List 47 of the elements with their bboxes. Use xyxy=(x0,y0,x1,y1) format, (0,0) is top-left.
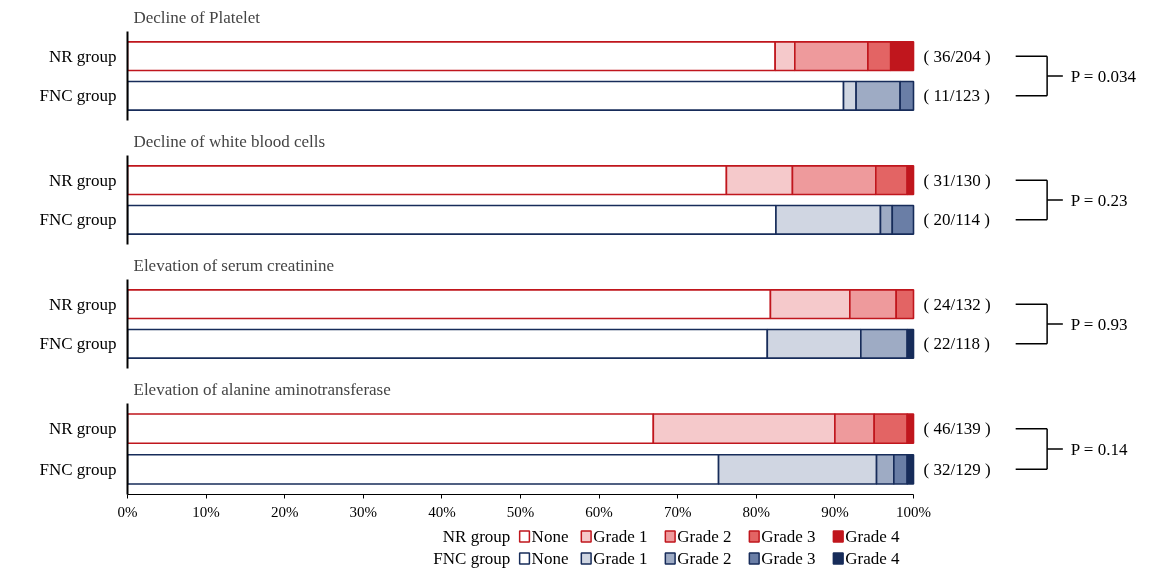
x-tick-label: 30% xyxy=(349,503,378,520)
legend-label: None xyxy=(531,527,569,546)
text: ( 11/123 ) xyxy=(923,86,990,106)
y-tick-label: NR group xyxy=(48,170,117,190)
legend-label: Grade 4 xyxy=(845,549,901,568)
legend-label: Grade 2 xyxy=(677,527,732,546)
text: P = 0.034 xyxy=(1070,66,1137,86)
y-tick-label: FNC group xyxy=(39,459,117,479)
x-tick-label: 20% xyxy=(270,503,299,520)
legend-label: Grade 3 xyxy=(761,549,816,568)
chart-title: Decline of white blood cells xyxy=(133,131,326,151)
chart-title: Elevation of serum creatinine xyxy=(133,255,335,275)
x-tick-label: 60% xyxy=(585,503,613,520)
text: ( 36/204 ) xyxy=(923,46,991,66)
category-label: NR group xyxy=(442,527,511,546)
text: ( 22/118 ) xyxy=(923,334,990,354)
legend-label: Grade 1 xyxy=(593,527,648,546)
y-tick-label: NR group xyxy=(48,46,117,66)
x-tick-label: 10% xyxy=(192,503,220,520)
text: P = 0.23 xyxy=(1070,190,1128,210)
legend-label: Grade 4 xyxy=(845,527,901,546)
chart-title: Elevation of alanine aminotransferase xyxy=(133,379,391,399)
y-tick-label: FNC group xyxy=(39,86,117,106)
category-label: FNC group xyxy=(433,549,511,568)
legend-label: None xyxy=(531,549,569,568)
text: ( 24/132 ) xyxy=(923,294,991,314)
text: ( 20/114 ) xyxy=(923,210,990,230)
legend-label: Grade 1 xyxy=(593,549,648,568)
legend-label: Grade 2 xyxy=(677,549,732,568)
x-tick-label: 70% xyxy=(663,503,692,520)
text: P = 0.14 xyxy=(1070,439,1128,459)
legend-label: Grade 3 xyxy=(761,527,816,546)
x-tick-label: 50% xyxy=(506,503,535,520)
text: P = 0.93 xyxy=(1070,314,1128,334)
x-tick-label: 40% xyxy=(428,503,456,520)
text: ( 32/129 ) xyxy=(923,459,991,479)
y-tick-label: NR group xyxy=(48,294,117,314)
chart-title: Decline of Platelet xyxy=(133,7,261,27)
y-tick-label: FNC group xyxy=(39,210,117,230)
text: ( 46/139 ) xyxy=(923,419,991,439)
x-tick-label: 100% xyxy=(896,503,931,520)
y-tick-label: NR group xyxy=(48,419,117,439)
x-tick-label: 90% xyxy=(821,503,849,520)
y-tick-label: FNC group xyxy=(39,334,117,354)
x-tick-label: 0% xyxy=(117,503,138,520)
text: ( 31/130 ) xyxy=(923,170,991,190)
x-tick-label: 80% xyxy=(742,503,771,520)
